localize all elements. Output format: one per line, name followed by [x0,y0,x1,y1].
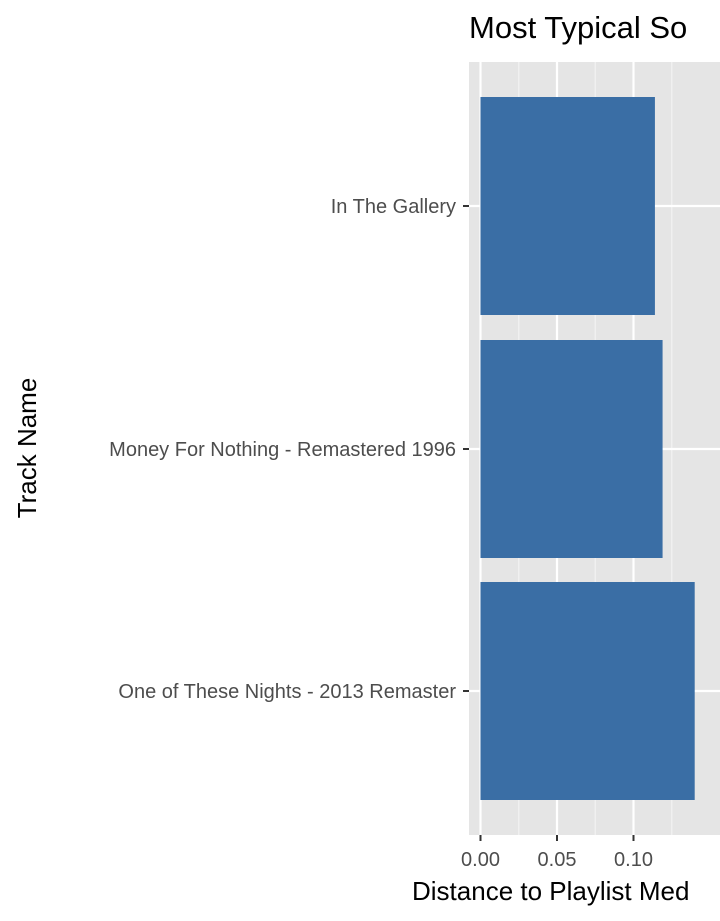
x-tick-label-1: 0.05 [538,849,577,871]
y-tick-label-2: Money For Nothing - Remastered 1996 [109,439,456,461]
x-axis-title: Distance to Playlist Med [412,876,689,906]
chart-title: Most Typical So [469,10,687,45]
x-axis: 0.00 0.05 0.10 [461,835,653,871]
y-axis-title: Track Name [12,378,42,519]
bar-3 [480,582,695,800]
bar-2 [480,340,663,558]
y-tick-label-1: In The Gallery [331,196,456,218]
bar-1 [480,97,655,315]
bars [480,97,695,800]
y-axis: In The Gallery Money For Nothing - Remast… [109,196,469,703]
y-tick-label-3: One of These Nights - 2013 Remaster [118,681,456,703]
x-tick-label-2: 0.10 [614,849,653,871]
x-tick-label-0: 0.00 [461,849,500,871]
